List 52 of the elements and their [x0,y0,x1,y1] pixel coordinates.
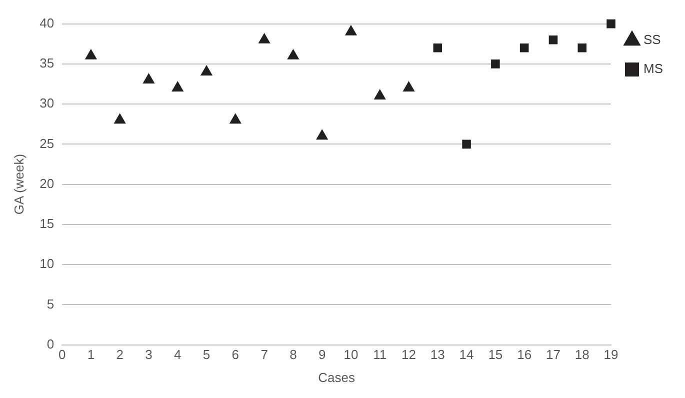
point [345,25,357,36]
point [578,43,586,52]
legend-label: MS [644,61,664,76]
x-tick-label: 8 [290,347,297,362]
point [520,43,529,52]
x-tick-label: 6 [232,347,240,362]
point [462,140,471,149]
point [114,114,126,124]
x-tick-label: 10 [344,347,358,362]
point [143,73,154,84]
y-tick-label: 30 [40,96,54,111]
x-axis-title: Cases [318,370,356,385]
x-tick-label: 5 [202,347,210,362]
point [85,49,97,60]
x-tick-label: 9 [318,347,326,362]
y-axis-title: GA (week) [11,154,26,215]
point [374,90,386,100]
point [491,60,500,68]
point [606,19,616,28]
x-tick-label: 1 [87,347,95,362]
point [172,82,184,92]
x-tick-label: 13 [430,347,445,362]
x-tick-label: 18 [574,347,590,362]
point [403,82,414,92]
x-tick-label: 14 [459,347,474,362]
point [316,130,328,140]
y-tick-label: 0 [46,336,54,352]
x-tick-label: 7 [260,347,268,362]
point [258,33,270,44]
y-tick-label: 15 [40,216,54,232]
x-tick-label: 16 [517,347,532,362]
x-tick-label: 15 [488,347,503,362]
point [433,43,442,52]
point [548,35,558,44]
x-tick-label: 4 [174,347,182,362]
x-tick-label: 3 [145,347,152,362]
y-tick-label: 10 [40,256,54,272]
legend-label: SS [644,32,662,48]
y-tick-label: 5 [46,296,54,312]
x-tick-label: 17 [546,347,560,362]
y-tick-label: 40 [40,15,54,30]
point [230,114,242,124]
x-tick-label: 0 [58,347,66,362]
y-tick-label: 20 [40,176,54,191]
x-tick-label: 12 [402,347,416,362]
point [200,65,212,76]
x-tick-label: 2 [116,347,124,362]
y-tick-label: 35 [40,56,54,71]
point [287,49,299,60]
x-tick-label: 11 [373,347,387,362]
x-tick-label: 19 [604,347,618,362]
y-tick-label: 25 [40,136,54,151]
